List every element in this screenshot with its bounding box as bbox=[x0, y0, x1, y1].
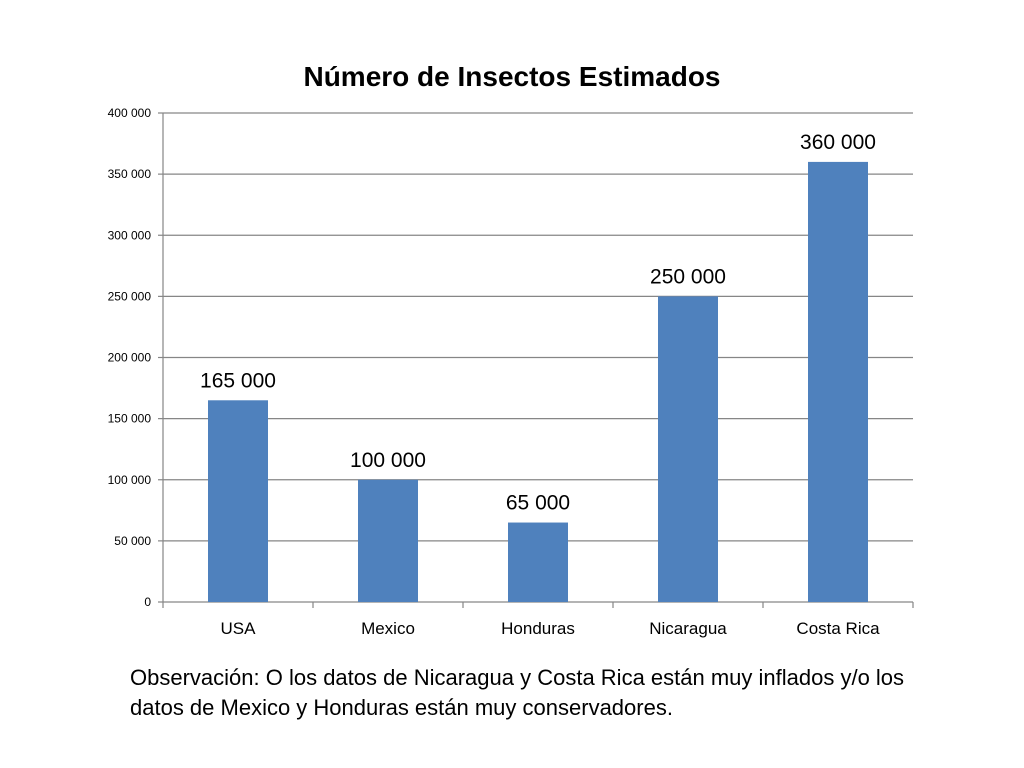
chart-title: Número de Insectos Estimados bbox=[303, 61, 720, 92]
x-tick-label: USA bbox=[221, 619, 257, 638]
x-tick-label: Nicaragua bbox=[649, 619, 727, 638]
y-tick-label: 100 000 bbox=[108, 473, 152, 487]
y-tick-label: 0 bbox=[144, 595, 151, 609]
x-tick-label: Mexico bbox=[361, 619, 415, 638]
bar-nicaragua bbox=[658, 296, 718, 602]
bar-mexico bbox=[358, 479, 418, 602]
data-label: 250 000 bbox=[650, 265, 726, 288]
y-tick-label: 200 000 bbox=[108, 351, 152, 365]
gridlines bbox=[163, 112, 913, 542]
x-tick-label: Costa Rica bbox=[796, 619, 880, 638]
y-tick-label: 350 000 bbox=[108, 167, 152, 181]
data-label: 360 000 bbox=[800, 131, 876, 154]
bars bbox=[208, 161, 868, 602]
y-tick-label: 250 000 bbox=[108, 289, 152, 303]
bar-honduras bbox=[508, 522, 568, 602]
y-tick-label: 400 000 bbox=[108, 106, 152, 120]
bar-chart: Número de Insectos Estimados 0 50 000 100 … bbox=[108, 61, 914, 638]
data-label: 100 000 bbox=[350, 449, 426, 472]
y-tick-label: 300 000 bbox=[108, 228, 152, 242]
axes: 0 50 000 100 000 150 000 200 000 250 000 300 0… bbox=[108, 106, 914, 609]
data-label: 65 000 bbox=[506, 492, 570, 515]
y-tick-label: 50 000 bbox=[114, 534, 151, 548]
data-label: 165 000 bbox=[200, 369, 276, 392]
x-tick-label: Honduras bbox=[501, 619, 575, 638]
y-tick-label: 150 000 bbox=[108, 412, 152, 426]
labels: USA 165 000 Mexico 100 000 Honduras 65 000 Nic… bbox=[200, 131, 880, 638]
bar-usa bbox=[208, 400, 268, 602]
observation-note: Observación: O los datos de Nicaragua y … bbox=[130, 665, 905, 720]
bar-costa-rica bbox=[808, 161, 868, 602]
